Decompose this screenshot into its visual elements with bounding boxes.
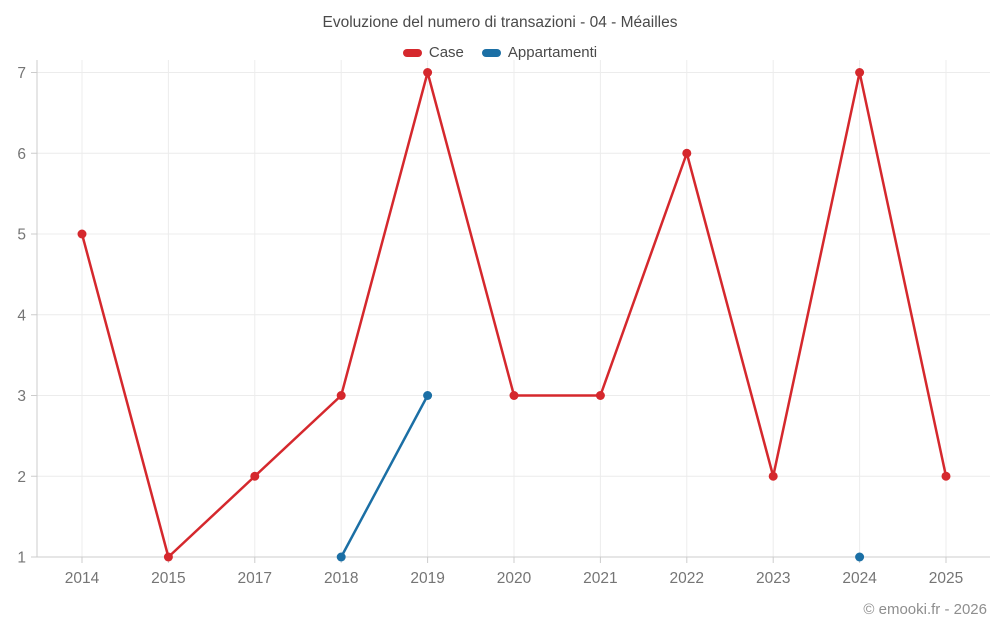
y-tick-label: 3 (17, 388, 26, 405)
data-point-case-2018 (336, 391, 346, 400)
x-tick-label: 2021 (583, 570, 617, 587)
y-tick-label: 7 (17, 65, 26, 82)
data-point-case-2019 (423, 68, 433, 77)
data-point-appartamenti-2024 (855, 552, 865, 562)
data-point-case-2021 (595, 391, 605, 400)
x-tick-label: 2024 (842, 570, 877, 587)
appartamenti-series-swatch-icon (481, 48, 501, 57)
x-tick-label: 2018 (324, 570, 358, 587)
legend-item-case[interactable]: Case (402, 44, 464, 61)
data-point-case-2014 (77, 229, 87, 239)
x-tick-label: 2023 (756, 570, 790, 587)
data-point-case-2017 (250, 471, 260, 481)
series-line-appartamenti (339, 394, 429, 559)
data-point-case-2024 (855, 68, 865, 77)
data-point-appartamenti-2018 (336, 552, 346, 562)
data-point-case-2025 (941, 471, 951, 481)
chart-legend: Case Appartamenti (0, 44, 1000, 61)
x-tick-label: 2017 (238, 570, 272, 587)
data-point-case-2015 (163, 552, 173, 562)
y-tick-label: 1 (17, 550, 26, 567)
x-tick-label: 2015 (151, 570, 185, 587)
data-point-case-2020 (509, 391, 519, 400)
case-series-swatch-icon (402, 48, 422, 57)
x-tick-label: 2022 (670, 570, 704, 587)
y-tick-label: 2 (17, 469, 26, 486)
y-tick-label: 4 (17, 307, 26, 324)
x-tick-label: 2020 (497, 570, 532, 587)
legend-label-case: Case (428, 44, 464, 61)
data-point-appartamenti-2019 (423, 391, 433, 400)
x-tick-label: 2025 (929, 570, 963, 587)
x-tick-label: 2019 (410, 570, 444, 587)
y-tick-label: 5 (17, 227, 26, 244)
legend-label-appartamenti: Appartamenti (507, 44, 598, 61)
data-point-case-2023 (768, 471, 778, 481)
copyright-credit: © emooki.fr - 2026 (863, 601, 987, 618)
x-tick-label: 2014 (65, 570, 100, 587)
y-tick-label: 6 (17, 146, 26, 163)
data-point-case-2022 (682, 148, 692, 158)
legend-item-appartamenti[interactable]: Appartamenti (481, 44, 598, 61)
chart-title: Evoluzione del numero di transazioni - 0… (322, 14, 678, 31)
